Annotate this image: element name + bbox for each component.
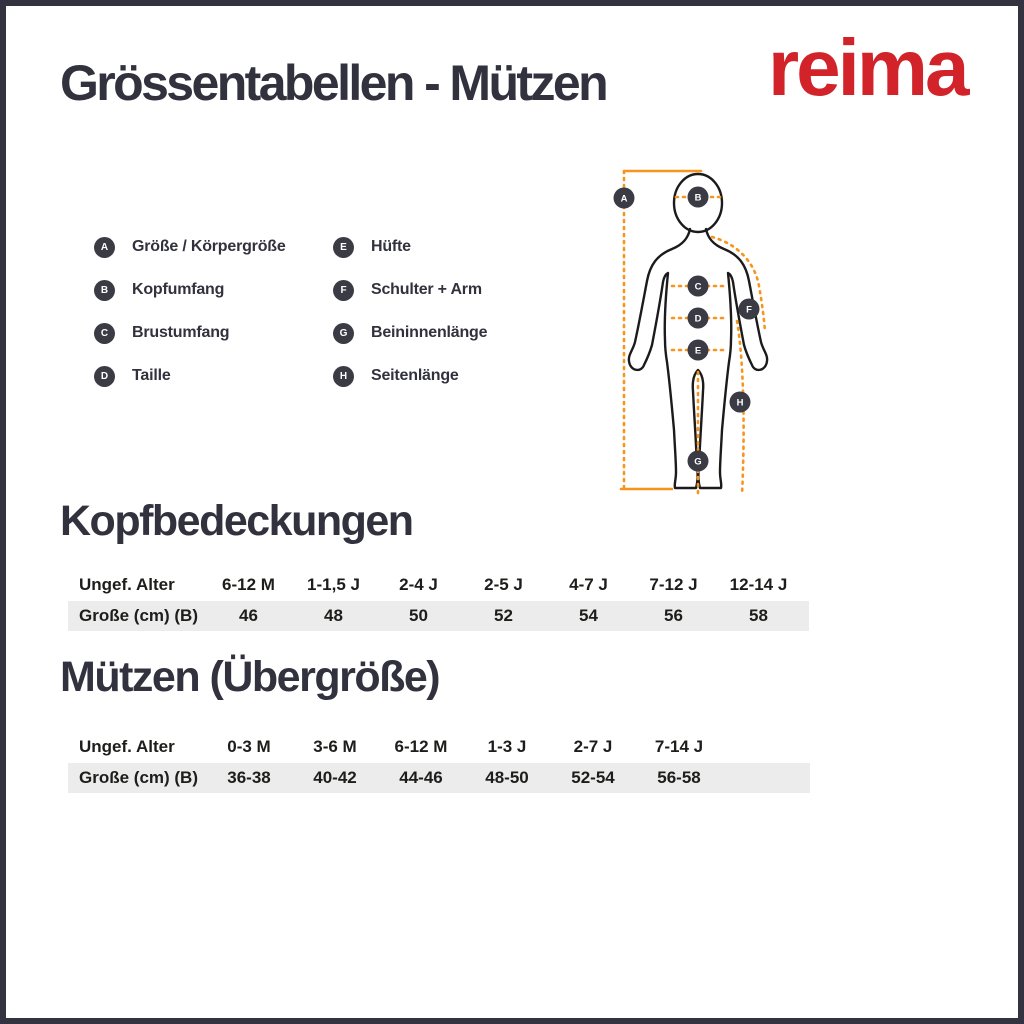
age-cell: 7-14 J [654,736,704,756]
child-body-outline [627,172,769,490]
age-cell: 2-4 J [399,574,438,594]
table-row-sizes: Große (cm) (B) 36-38 40-42 44-46 48-50 5… [68,763,810,793]
size-cell: 56 [664,606,683,625]
age-cell: 2-5 J [484,574,523,594]
size-cell: 40-42 [313,768,357,787]
marker-d-badge: D [94,365,115,387]
kopfbedeckungen-table: Ungef. Alter 6-12 M 1-1,5 J 2-4 J 2-5 J … [68,568,809,631]
legend-column-left: A Größe / Körpergröße B Kopfumfang C Bru… [94,236,286,408]
svg-text:C: C [695,282,702,293]
diagram-marker-d: D [687,307,709,329]
svg-text:H: H [737,398,744,409]
size-cell: 48-50 [485,768,529,787]
legend-item-c: C Brustumfang [94,322,286,344]
legend-label-a: Größe / Körpergröße [132,238,286,255]
age-cell: 1-1,5 J [307,574,360,594]
marker-b-badge: B [94,279,115,301]
muetzen-uebergroesse-table: Ungef. Alter 0-3 M 3-6 M 6-12 M 1-3 J 2-… [68,730,810,793]
size-cell: 48 [324,606,343,625]
age-cell: 7-12 J [649,574,698,594]
legend-label-f: Schulter + Arm [371,281,482,298]
marker-c-badge: C [94,322,115,344]
section-heading-muetzen-uebergroesse: Mützen (Übergröße) [60,653,441,701]
svg-text:E: E [695,346,701,357]
legend-item-b: B Kopfumfang [94,279,286,301]
marker-g-badge: G [333,322,354,344]
diagram-marker-f: F [738,298,760,320]
size-cell: 52 [494,606,513,625]
legend-column-right: E Hüfte F Schulter + Arm G Beininnenläng… [333,236,488,408]
row-label: Große (cm) (B) [79,606,198,625]
diagram-marker-e: E [687,339,709,361]
svg-text:D: D [695,314,702,325]
diagram-marker-g: G [687,450,709,472]
legend-item-a: A Größe / Körpergröße [94,236,286,258]
diagram-marker-a: A [613,187,635,209]
size-cell: 56-58 [657,768,701,787]
age-cell: 1-3 J [487,736,527,756]
row-label: Große (cm) (B) [79,768,198,787]
age-cell: 0-3 M [227,736,271,756]
diagram-markers: A B C D E F G H [613,186,760,472]
table-row-sizes: Große (cm) (B) 46 48 50 52 54 56 58 [68,601,809,631]
legend-item-f: F Schulter + Arm [333,279,487,301]
legend-label-g: Beininnenlänge [371,324,488,341]
diagram-marker-b: B [687,186,709,208]
svg-text:A: A [621,194,628,205]
marker-e-badge: E [333,236,354,258]
age-cell: 4-7 J [569,574,608,594]
body-measurement-diagram: A B C D E F G H [613,169,769,499]
diagram-marker-c: C [687,275,709,297]
age-cell: 12-14 J [729,574,788,594]
size-cell: 58 [749,606,768,625]
marker-h-badge: H [333,365,354,387]
measurement-lines [619,169,767,499]
size-cell: 46 [239,606,258,625]
legend-item-g: G Beininnenlänge [333,322,488,344]
legend-label-h: Seitenlänge [371,367,459,384]
size-cell: 54 [579,606,598,625]
diagram-marker-h: H [729,391,751,413]
legend-label-d: Taille [132,367,171,384]
marker-f-badge: F [333,279,354,301]
section-heading-kopfbedeckungen: Kopfbedeckungen [60,497,414,545]
age-cell: 6-12 M [394,736,448,756]
reima-logo: reima [768,23,969,112]
legend-label-b: Kopfumfang [132,281,225,298]
legend-item-h: H Seitenlänge [333,365,487,387]
row-label: Ungef. Alter [79,736,175,756]
legend-label-c: Brustumfang [132,324,230,341]
age-cell: 2-7 J [573,736,613,756]
svg-text:F: F [746,305,752,316]
svg-text:G: G [694,457,701,468]
marker-a-badge: A [94,236,115,258]
page-title: Grössentabellen - Mützen [60,55,609,111]
table-row-ages: Ungef. Alter 0-3 M 3-6 M 6-12 M 1-3 J 2-… [68,730,810,763]
size-cell: 50 [409,606,428,625]
legend-item-d: D Taille [94,365,286,387]
measure-f-line [710,235,767,334]
age-cell: 6-12 M [222,574,275,594]
size-cell: 36-38 [227,768,271,787]
row-label: Ungef. Alter [79,574,175,594]
age-cell: 3-6 M [313,736,357,756]
size-cell: 52-54 [571,768,615,787]
legend-label-e: Hüfte [371,238,411,255]
legend-item-e: E Hüfte [333,236,487,258]
size-cell: 44-46 [399,768,443,787]
svg-text:B: B [695,193,702,204]
table-row-ages: Ungef. Alter 6-12 M 1-1,5 J 2-4 J 2-5 J … [68,568,809,601]
